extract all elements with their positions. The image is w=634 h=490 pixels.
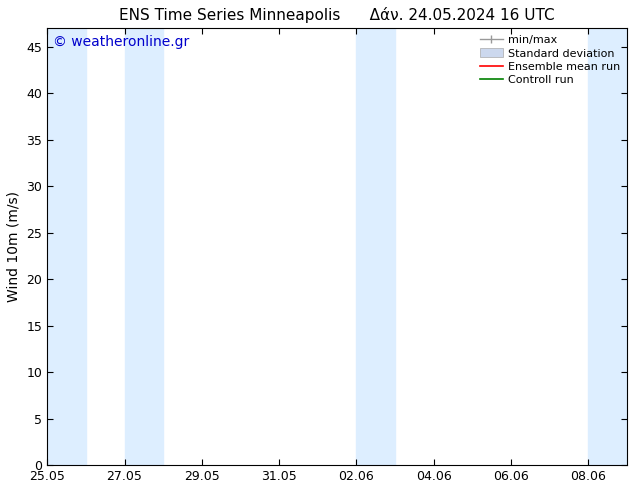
Legend: min/max, Standard deviation, Ensemble mean run, Controll run: min/max, Standard deviation, Ensemble me… <box>476 30 625 90</box>
Bar <box>48 28 86 465</box>
Y-axis label: Wind 10m (m/s): Wind 10m (m/s) <box>7 191 21 302</box>
Bar <box>124 28 163 465</box>
Bar <box>356 28 395 465</box>
Bar <box>588 28 627 465</box>
Text: © weatheronline.gr: © weatheronline.gr <box>53 35 190 49</box>
Title: ENS Time Series Minneapolis      Δάν. 24.05.2024 16 UTC: ENS Time Series Minneapolis Δάν. 24.05.2… <box>119 7 555 23</box>
